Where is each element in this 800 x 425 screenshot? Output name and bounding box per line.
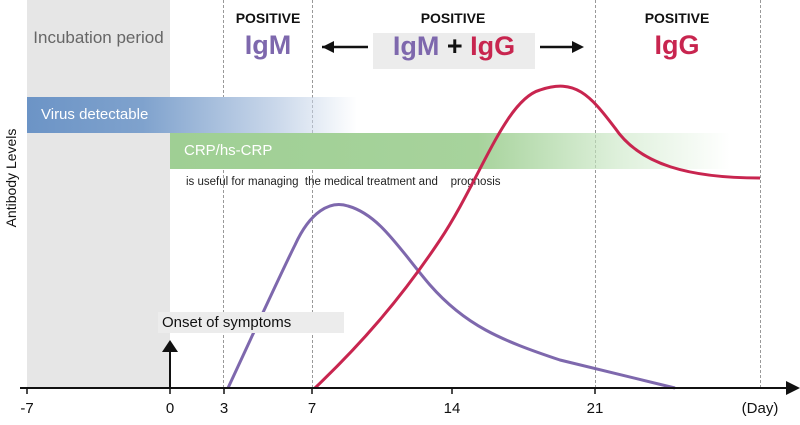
middle-igg: IgG: [470, 31, 516, 61]
gridline-day-21: [595, 0, 596, 388]
incubation-region: [27, 0, 170, 388]
plus-sign: +: [446, 31, 463, 61]
middle-phase-box: [373, 33, 535, 69]
onset-arrowhead-icon: [162, 340, 178, 352]
gridline-day-7: [312, 0, 313, 388]
tick-label: 7: [307, 400, 317, 417]
gridline-day-3: [223, 0, 224, 388]
igm-status: POSITIVE: [235, 10, 301, 26]
right-arrowhead-icon: [572, 41, 584, 53]
tick-label: 0: [165, 400, 175, 417]
middle-igm: IgM: [392, 31, 440, 61]
left-arrowhead-icon: [322, 41, 334, 53]
middle-status: POSITIVE: [420, 10, 486, 26]
onset-label: Onset of symptoms: [158, 312, 344, 333]
tick-label: 21: [586, 400, 604, 417]
igg-label: IgG: [654, 30, 700, 60]
incubation-label: Incubation period: [33, 28, 164, 47]
x-ticks: [26, 388, 596, 394]
tick-label: 3: [219, 400, 229, 417]
x-axis-arrow-icon: [786, 381, 800, 395]
gridline-end: [760, 0, 761, 388]
crp-note: is useful for managing the medical treat…: [186, 176, 501, 188]
x-unit-label: (Day): [741, 400, 779, 417]
igg-curve: [313, 84, 761, 390]
igm-label: IgM: [244, 30, 292, 60]
igg-status: POSITIVE: [644, 10, 710, 26]
tick-label: 14: [443, 400, 461, 417]
virus-detectable-bar: Virus detectable: [27, 97, 357, 133]
igm-curve: [226, 203, 676, 390]
tick-label: -7: [20, 400, 34, 417]
middle-antibodies: IgM + IgG: [373, 31, 535, 62]
